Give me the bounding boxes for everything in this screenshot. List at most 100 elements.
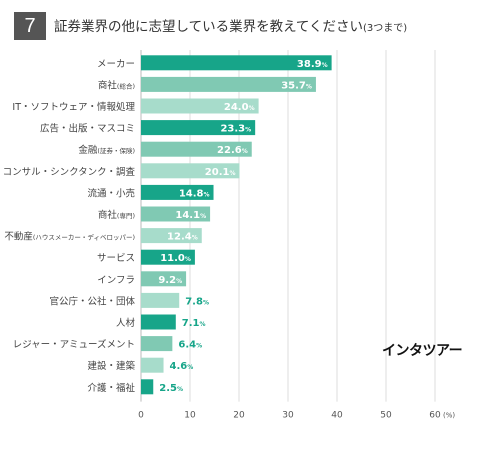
category-label: サービス xyxy=(97,253,135,264)
value-label: 9.2% xyxy=(158,275,182,286)
value-label: 38.9% xyxy=(297,59,328,70)
value-label: 24.0% xyxy=(224,102,255,113)
value-number: 20.1 xyxy=(205,167,230,178)
value-number: 4.6 xyxy=(170,361,188,372)
value-label: 14.1% xyxy=(175,210,206,221)
x-axis-unit: (%) xyxy=(443,412,455,420)
value-label: 7.8% xyxy=(185,296,209,307)
category-label-main: 不動産 xyxy=(4,231,33,243)
value-unit: % xyxy=(192,235,198,242)
category-label: 官公庁・公社・団体 xyxy=(49,295,135,307)
value-unit: % xyxy=(177,386,183,393)
category-label-main: IT・ソフトウェア・情報処理 xyxy=(12,101,135,113)
value-unit: % xyxy=(187,364,193,371)
bar-5 xyxy=(141,163,240,179)
value-label: 22.6% xyxy=(217,145,248,156)
value-number: 22.6 xyxy=(217,145,242,156)
x-tick-label: 0 xyxy=(138,411,144,421)
value-label: 12.4% xyxy=(167,232,198,243)
value-unit: % xyxy=(229,170,235,177)
x-tick-label: 30 xyxy=(282,411,294,421)
value-number: 24.0 xyxy=(224,102,249,113)
value-unit: % xyxy=(322,62,328,69)
category-label-sub: (総合) xyxy=(117,81,135,90)
category-label: コンサル・シンクタンク・調査 xyxy=(3,166,136,178)
bar-2 xyxy=(141,98,259,114)
chart-title-note: (3つまで) xyxy=(363,23,408,34)
bar-11 xyxy=(141,292,180,308)
value-label: 11.0% xyxy=(160,253,191,264)
value-number: 11.0 xyxy=(160,253,185,264)
value-unit: % xyxy=(249,105,255,112)
x-tick-label: 40 xyxy=(331,411,343,421)
value-number: 14.8 xyxy=(179,188,204,199)
bar-10 xyxy=(141,271,187,287)
value-label: 2.5% xyxy=(159,383,183,394)
category-label-main: 金融 xyxy=(78,144,98,156)
category-label: 商社(専門) xyxy=(98,209,135,221)
value-unit: % xyxy=(196,343,202,350)
value-label: 4.6% xyxy=(170,361,194,372)
chart-title-text: 証券業界の他に志望している業界を教えてください xyxy=(54,19,364,35)
value-number: 2.5 xyxy=(159,383,177,394)
category-label: 流通・小売 xyxy=(87,187,135,199)
bar-8 xyxy=(141,228,202,244)
value-number: 7.8 xyxy=(185,296,203,307)
value-unit: % xyxy=(200,321,206,328)
value-number: 14.1 xyxy=(175,210,200,221)
value-number: 6.4 xyxy=(178,340,196,351)
value-unit: % xyxy=(185,256,191,263)
value-label: 20.1% xyxy=(205,167,236,178)
chart-title: 証券業界の他に志望している業界を教えてください(3つまで) xyxy=(54,15,407,35)
value-unit: % xyxy=(203,299,209,306)
category-label-sub: (ハウスメーカー・ディベロッパー) xyxy=(33,233,135,242)
value-number: 7.1 xyxy=(182,318,200,329)
category-label: IT・ソフトウェア・情報処理 xyxy=(12,101,135,113)
category-label-sub: (専門) xyxy=(117,211,135,220)
category-label-main: インフラ xyxy=(97,275,135,286)
x-tick-label: 60 xyxy=(429,411,441,421)
category-label: 広告・出版・マスコミ xyxy=(40,123,135,135)
value-label: 23.3% xyxy=(220,124,251,135)
value-unit: % xyxy=(242,148,248,155)
category-label-main: サービス xyxy=(97,253,135,264)
category-label-main: 官公庁・公社・団体 xyxy=(49,295,135,307)
value-label: 6.4% xyxy=(178,340,202,351)
category-label-main: 流通・小売 xyxy=(87,187,135,199)
category-label: インフラ xyxy=(97,275,135,286)
value-unit: % xyxy=(204,191,210,198)
category-label-main: 広告・出版・マスコミ xyxy=(40,123,135,135)
x-tick-label: 50 xyxy=(380,411,392,421)
category-label: レジャー・アミューズメント xyxy=(13,339,135,351)
category-label: 商社(総合) xyxy=(98,79,135,91)
value-number: 38.9 xyxy=(297,59,322,70)
x-tick-label: 10 xyxy=(184,411,196,421)
bar-15 xyxy=(141,379,154,395)
category-label-main: 介護・福祉 xyxy=(87,382,135,394)
category-label-main: メーカー xyxy=(97,59,135,70)
value-label: 7.1% xyxy=(182,318,206,329)
category-label: メーカー xyxy=(97,59,135,70)
bar-7 xyxy=(141,206,211,222)
bar-3 xyxy=(141,120,256,136)
brand-logo-text: インタツアー xyxy=(382,343,463,359)
value-number: 9.2 xyxy=(158,275,176,286)
bar-1 xyxy=(141,76,316,92)
category-label-main: 人材 xyxy=(116,317,136,329)
bar-13 xyxy=(141,336,173,352)
bar-0 xyxy=(141,55,332,71)
question-number-badge: 7 xyxy=(14,12,46,40)
bar-6 xyxy=(141,184,214,200)
value-unit: % xyxy=(176,278,182,285)
category-label-main: 建設・建築 xyxy=(87,360,135,372)
value-unit: % xyxy=(245,127,251,134)
value-number: 12.4 xyxy=(167,232,192,243)
category-label: 不動産(ハウスメーカー・ディベロッパー) xyxy=(4,231,135,243)
category-label-main: 商社 xyxy=(98,79,118,91)
bar-12 xyxy=(141,314,176,330)
bar-14 xyxy=(141,357,164,373)
value-unit: % xyxy=(200,213,206,220)
category-label-sub: (証券・保険) xyxy=(97,146,135,155)
value-label: 35.7% xyxy=(281,80,312,91)
